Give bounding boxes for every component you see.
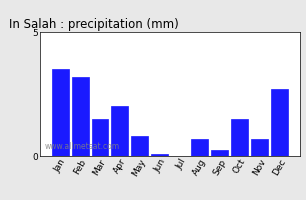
Bar	[131, 136, 148, 156]
Bar	[91, 119, 108, 156]
Bar	[191, 139, 208, 156]
Bar	[251, 139, 268, 156]
Bar	[231, 119, 248, 156]
Bar	[271, 89, 288, 156]
Bar	[52, 69, 69, 156]
Bar	[72, 77, 88, 156]
Bar	[151, 154, 168, 156]
Bar	[111, 106, 129, 156]
Bar	[211, 150, 228, 156]
Text: In Salah : precipitation (mm): In Salah : precipitation (mm)	[9, 18, 178, 31]
Text: www.allmetsat.com: www.allmetsat.com	[45, 142, 120, 151]
